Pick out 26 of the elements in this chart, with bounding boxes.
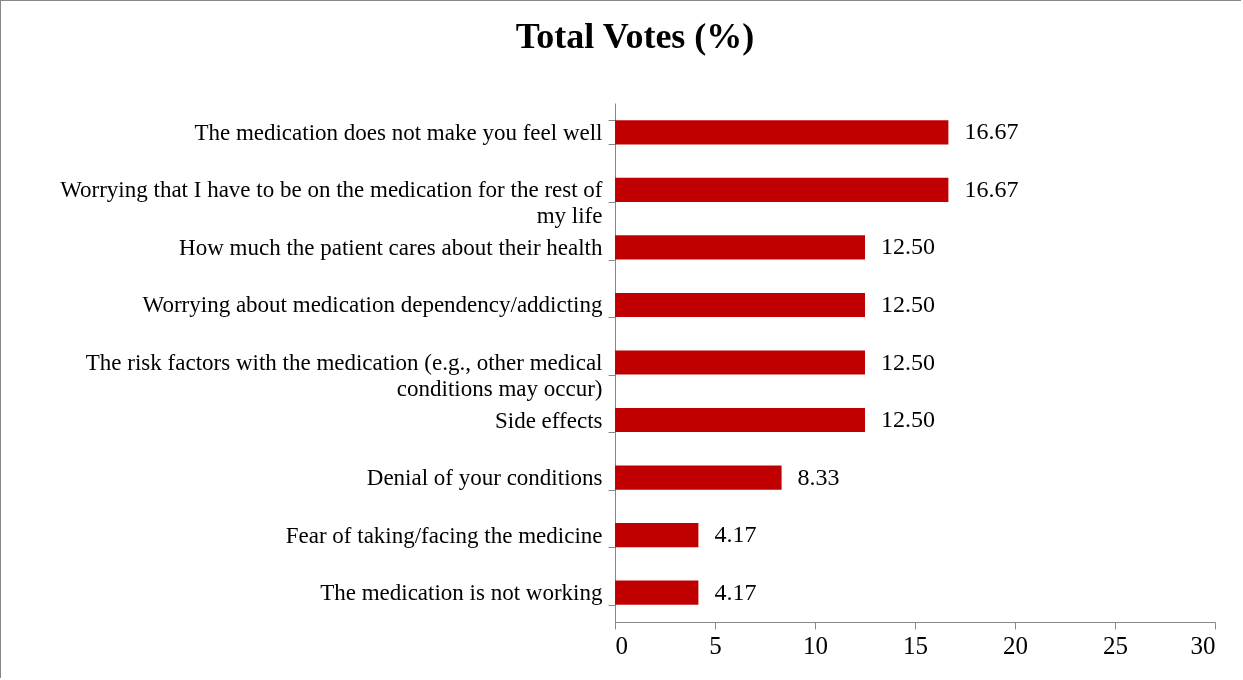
x-tick-label: 0: [615, 631, 628, 659]
data-label: 4.17: [714, 521, 757, 548]
data-label: 12.50: [881, 290, 935, 317]
y-tick-label: Worrying about medication dependency/addicting: [142, 292, 603, 318]
y-tick-label: The medication is not working: [320, 580, 603, 606]
x-tick-label: 10: [803, 631, 828, 659]
x-tick-label: 25: [1103, 631, 1128, 659]
data-label: 16.67: [964, 118, 1019, 145]
chart-title: Total Votes (%): [515, 16, 755, 56]
data-label: 16.67: [964, 175, 1019, 202]
y-tick-label: Worrying that I have to be on the medication for the rest of my life: [60, 177, 603, 229]
y-tick-label: Fear of taking/facing the medicine: [285, 522, 603, 548]
y-tick-label: The medication does not make you feel well: [194, 119, 603, 145]
x-tick-label: 20: [1003, 631, 1028, 659]
data-label: 8.33: [797, 463, 840, 490]
data-label: 4.17: [714, 578, 757, 605]
x-tick-label: 15: [903, 631, 928, 659]
x-tick-label: 30: [1190, 631, 1216, 659]
data-label: 12.50: [881, 348, 935, 375]
y-tick-label: The risk factors with the medication (e.g., other medical conditions may occur): [85, 350, 603, 401]
y-tick-label: Side effects: [494, 407, 603, 433]
data-label: 12.50: [881, 233, 935, 260]
y-tick-label: How much the patient cares about their health: [179, 234, 603, 260]
y-tick-label: Denial of your conditions: [366, 465, 603, 491]
x-tick-label: 5: [709, 631, 722, 659]
data-label: 12.50: [881, 406, 935, 433]
